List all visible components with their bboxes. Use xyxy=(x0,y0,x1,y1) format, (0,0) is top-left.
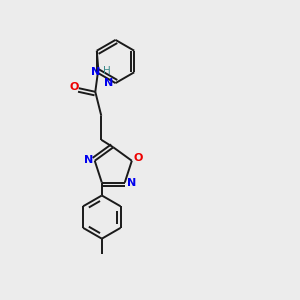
Text: N: N xyxy=(104,78,113,88)
Text: O: O xyxy=(134,153,143,164)
Text: H: H xyxy=(103,66,111,76)
Text: O: O xyxy=(69,82,79,92)
Text: N: N xyxy=(127,178,136,188)
Text: N: N xyxy=(91,67,101,77)
Text: N: N xyxy=(83,155,93,165)
